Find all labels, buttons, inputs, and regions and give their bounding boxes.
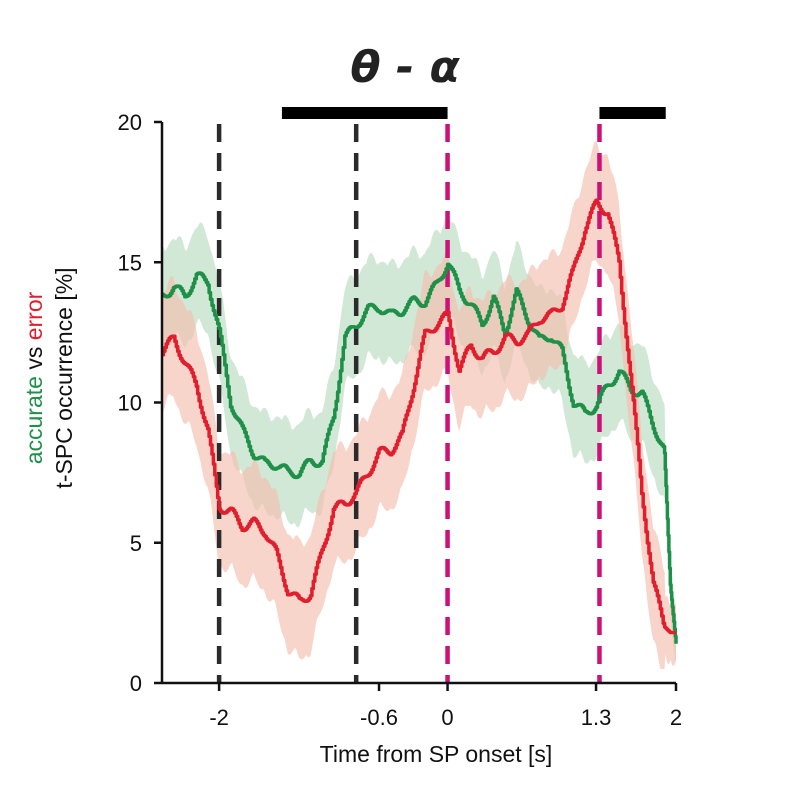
svg-text:accurate vs error: accurate vs error [21,291,47,464]
confidence-bands [162,140,676,670]
line-error [161,198,678,635]
x-tick-label-0: -2 [209,705,229,730]
band-error [162,140,676,670]
line-accurate [161,262,678,644]
y-tick-label-1: 5 [130,531,142,556]
y-tick-label-4: 20 [118,110,142,135]
reference-lines [216,124,602,683]
y-label-vs: vs [21,340,47,376]
chart-title: θ - α [350,42,460,93]
x-tick-label-4: 2 [670,705,682,730]
y-tick-label-2: 10 [118,391,142,416]
significance-bars [281,107,666,119]
y-label-error: error [21,291,47,340]
significance-bar-1 [599,107,666,119]
y-tick-label-3: 15 [118,250,142,275]
x-tick-label-1: -0.6 [360,705,398,730]
x-axis-title: Time from SP onset [s] [320,741,553,767]
y-label-accurate: accurate [21,376,47,464]
y-label-line2: t-SPC occurrence [%] [51,267,77,488]
y-tick-label-0: 0 [130,671,142,696]
y-axis-title: accurate vs error t-SPC occurrence [%] [21,267,77,488]
significance-bar-0 [281,107,448,119]
series-lines [161,198,678,644]
x-tick-label-3: 1.3 [581,705,612,730]
x-tick-label-2: 0 [441,705,453,730]
